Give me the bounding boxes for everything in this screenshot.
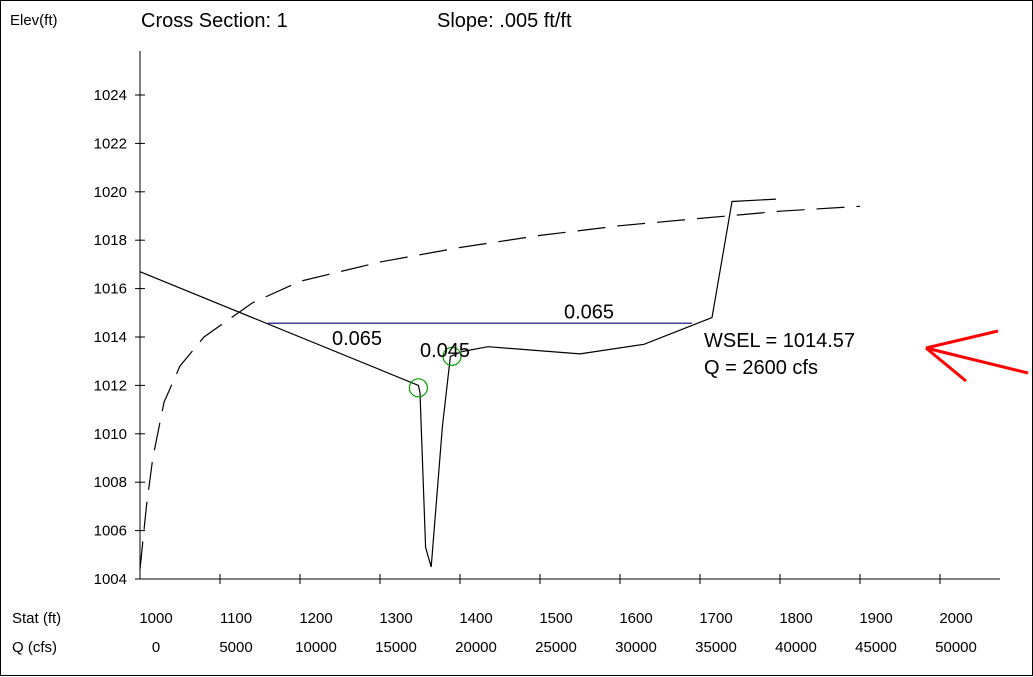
q-tick-label: 25000: [535, 639, 577, 656]
x-tick-label: 1900: [859, 610, 892, 627]
x-tick-label: 1700: [699, 610, 732, 627]
series-group: [139, 198, 861, 570]
y-tick-label: 1022: [94, 135, 127, 152]
y-tick-label: 1024: [94, 87, 127, 104]
x-tick-label: 1100: [220, 610, 252, 627]
ground-profile-line: [139, 198, 777, 568]
x-tick-label: 1300: [379, 610, 412, 627]
x-tick-label: 1500: [539, 610, 572, 627]
x-tick-label: 1200: [299, 610, 332, 627]
y-tick-label: 1004: [94, 571, 127, 588]
x-tick-label: 1000: [139, 610, 172, 627]
q-tick-label: 45000: [855, 639, 897, 656]
y-tick-label: 1012: [94, 377, 127, 394]
marker-group: [408, 346, 462, 398]
arrow-shaft: [925, 346, 1029, 375]
q-tick-label: 35000: [695, 639, 737, 656]
y-tick-label: 1018: [94, 232, 127, 249]
y-tick-label: 1016: [94, 281, 127, 298]
roughness-label: 0.065: [564, 301, 614, 323]
q-tick-label: 15000: [375, 639, 417, 656]
q-tick-label: 50000: [935, 639, 977, 656]
q-tick-label: 5000: [219, 639, 252, 656]
slope-label: Slope: .005 ft/ft: [437, 10, 572, 32]
bank-station-marker: [408, 378, 428, 398]
y-tick-label: 1014: [94, 329, 127, 346]
q-axis-label: Q (cfs): [12, 639, 57, 656]
arrow-head-upper: [925, 329, 999, 350]
y-tick-label: 1010: [94, 426, 127, 443]
axes: [139, 51, 1000, 580]
q-tick-label: 40000: [775, 639, 817, 656]
rating-curve-line: [139, 205, 861, 570]
q-tick-label: 30000: [615, 639, 657, 656]
bank-station-marker: [442, 346, 462, 366]
y-tick-label: 1008: [94, 474, 127, 491]
chart-title: Cross Section: 1: [141, 10, 288, 32]
x-tick-label: 1400: [459, 610, 492, 627]
roughness-label: 0.065: [332, 328, 382, 350]
wsel-label: WSEL = 1014.57: [704, 330, 855, 352]
x-ticks: 1000 1100 1200 1300 1400 1500 1600 1700 1800 1900…: [139, 574, 977, 656]
x-tick-label: 1800: [779, 610, 812, 627]
q-tick-label: 10000: [295, 639, 337, 656]
x-tick-label: 2000: [939, 610, 972, 627]
y-axis-label: Elev(ft): [10, 12, 58, 29]
q-tick-label: 0: [152, 639, 160, 656]
stat-axis-label: Stat (ft): [12, 610, 61, 627]
x-tick-label: 1600: [619, 610, 652, 627]
red-arrow-icon: [925, 329, 1029, 383]
y-tick-label: 1006: [94, 523, 127, 540]
discharge-label: Q = 2600 cfs: [704, 357, 818, 379]
y-ticks: 1004 1006 1008 1010 1012 1014 1016 1018 1020 1022…: [94, 87, 145, 588]
roughness-label: 0.045: [420, 340, 470, 362]
arrow-head-lower: [925, 346, 967, 383]
annotation-group: 0.065 0.045 0.065: [332, 301, 614, 362]
y-tick-label: 1020: [94, 184, 127, 201]
q-tick-label: 20000: [455, 639, 497, 656]
